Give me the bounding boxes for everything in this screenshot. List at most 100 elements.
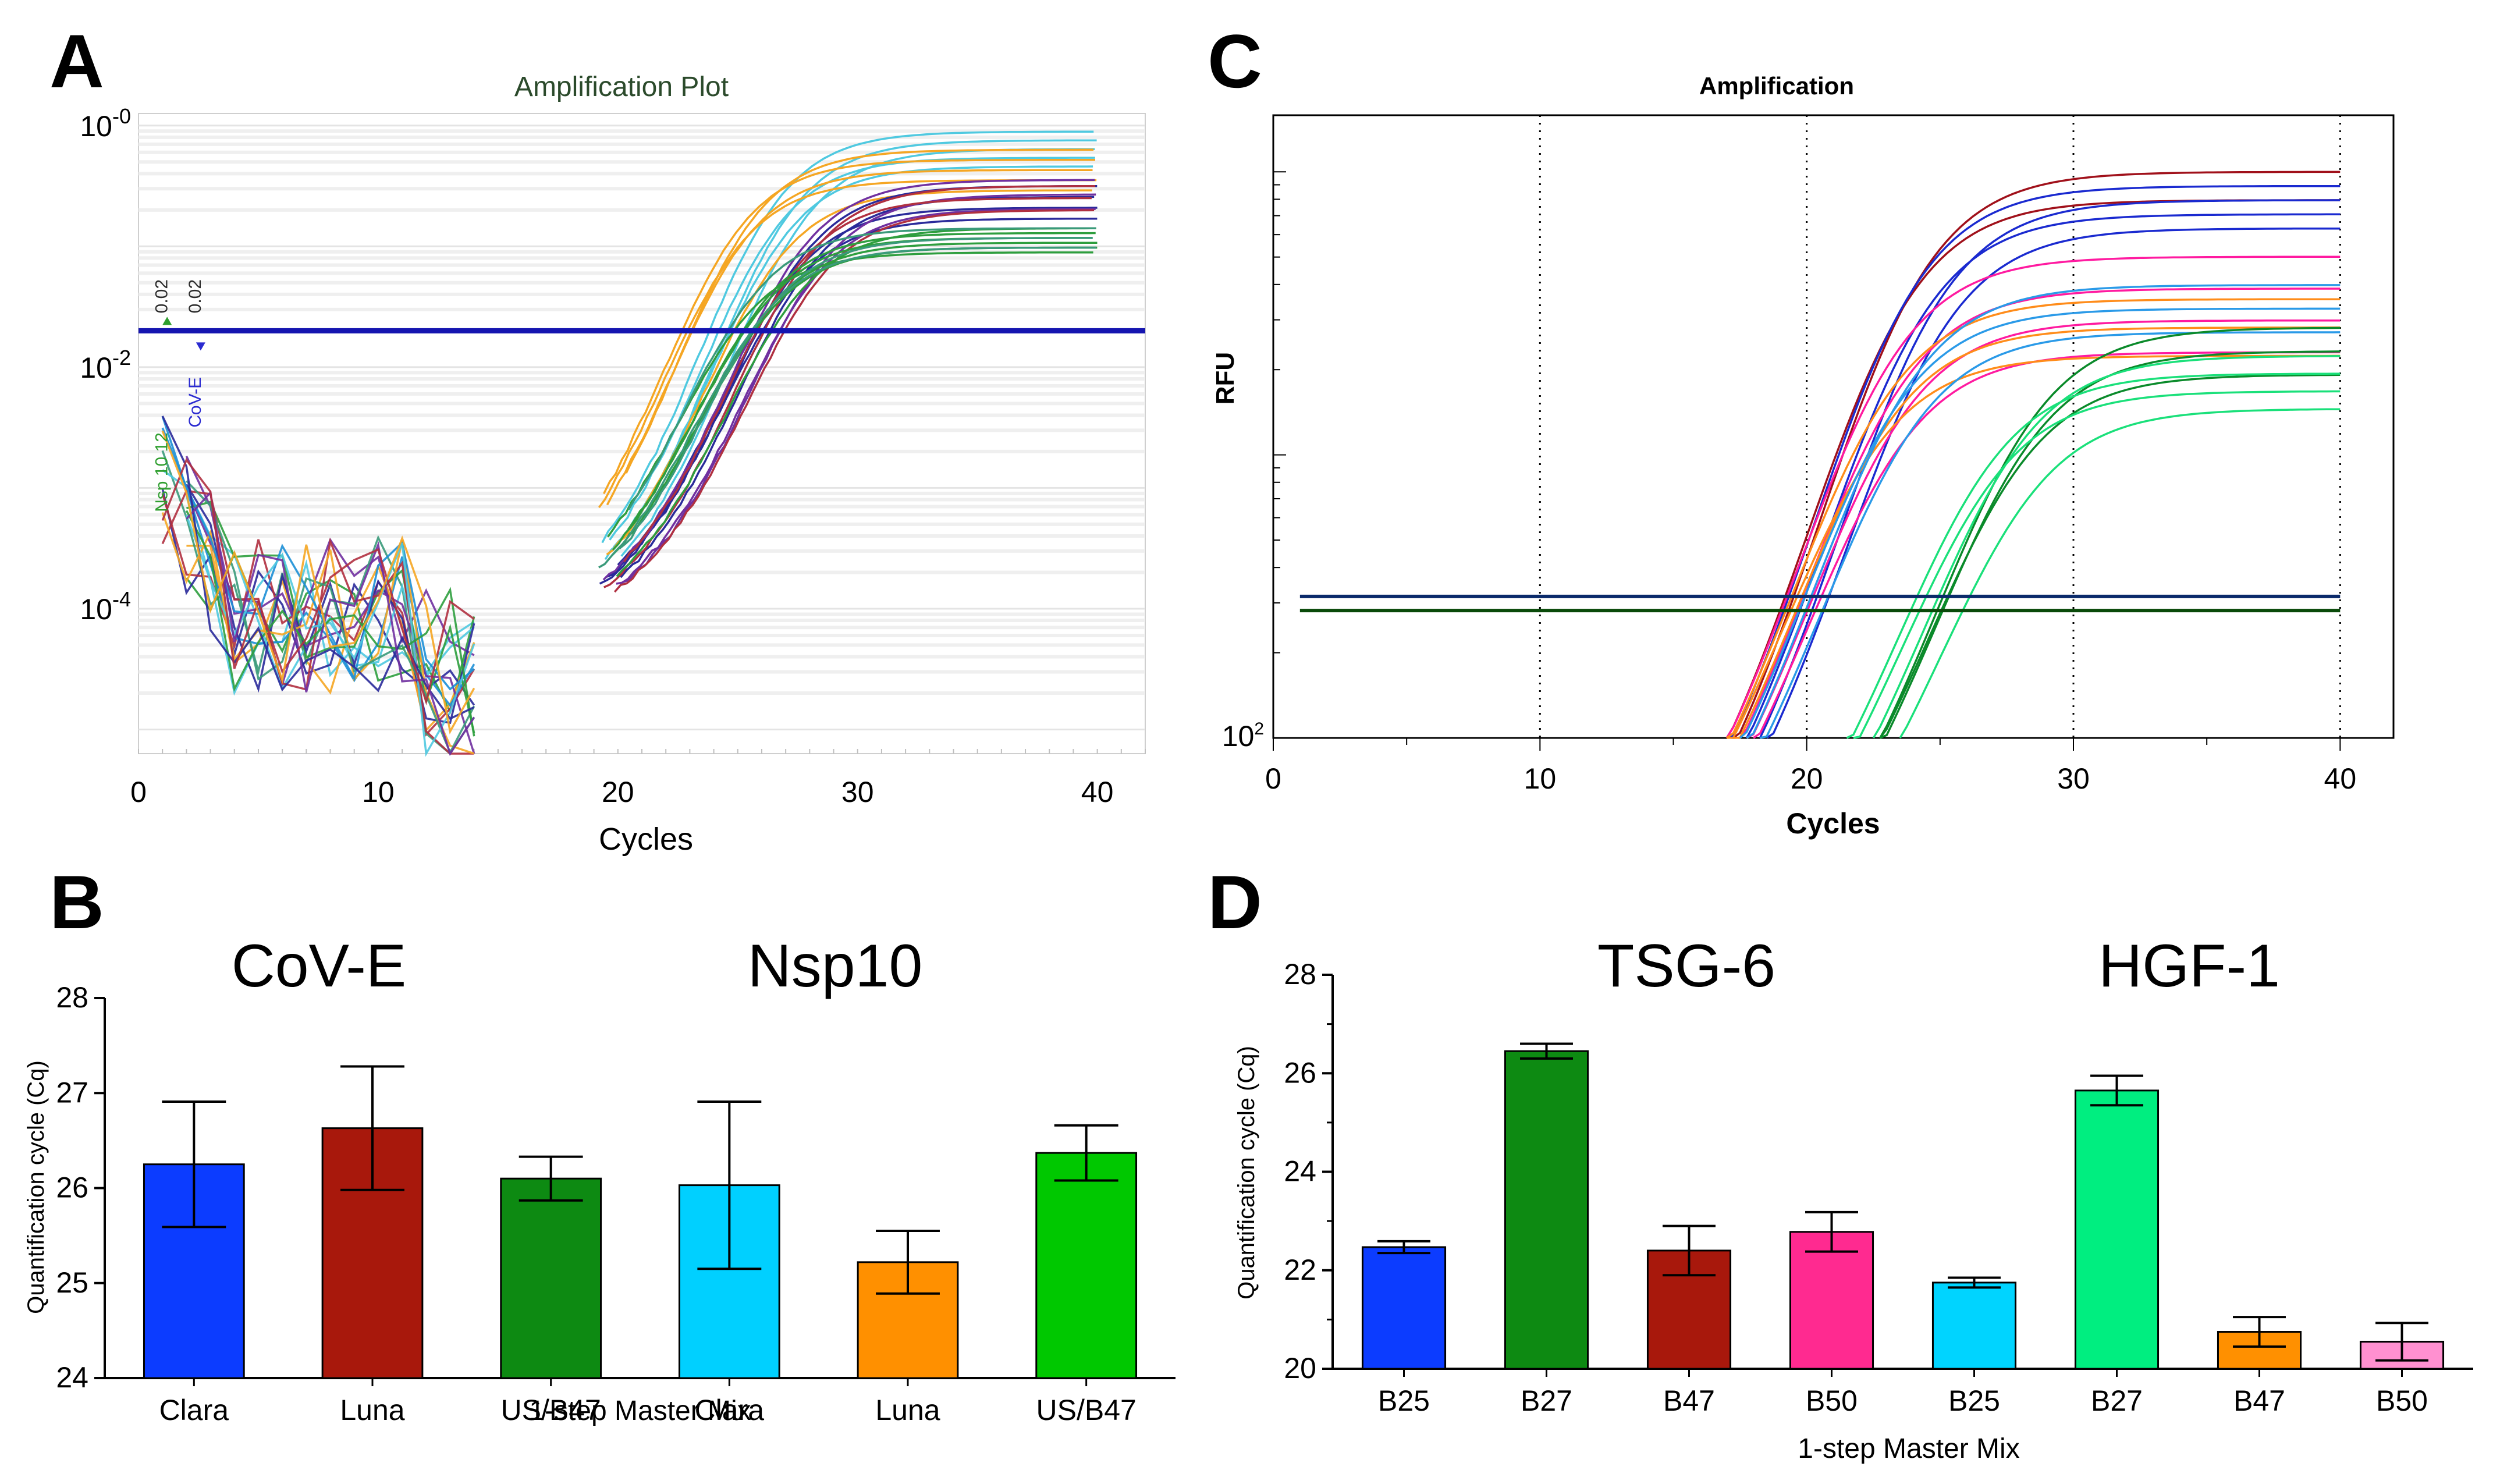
- x-tick-label: 20: [1791, 762, 1823, 795]
- panel-a-x-label: Cycles: [599, 822, 693, 857]
- noise-trace: [186, 480, 475, 755]
- amplification-curve-navy: [605, 217, 1098, 578]
- y-tick-label: 24: [1284, 1155, 1316, 1188]
- x-tick-label: 40: [1081, 776, 1114, 808]
- panel-c-x-label: Cycles: [1786, 807, 1880, 840]
- noise-trace: [185, 514, 475, 757]
- x-tick-label: B25: [1378, 1384, 1430, 1417]
- amplification-curve-magenta: [1739, 287, 2341, 739]
- amplification-curve-purple: [622, 193, 1096, 583]
- y-tick-label: 28: [56, 981, 88, 1014]
- x-tick-label: 0: [130, 776, 147, 808]
- y-tick-label: 102: [1222, 719, 1264, 752]
- panel-d-error-bars: [1377, 1042, 2428, 1362]
- amplification-curve-orange: [603, 158, 1095, 495]
- annotation-arrow-nsp10: [162, 317, 172, 325]
- panel-c-x-ticks: 0 10 20 30 40: [1265, 738, 2356, 795]
- amplification-curve-magenta: [1746, 319, 2341, 739]
- x-tick-label: B25: [1948, 1384, 2000, 1417]
- y-tick-label: 26: [1284, 1056, 1316, 1089]
- y-tick-base: 10: [80, 110, 112, 143]
- x-tick-label: Luna: [340, 1394, 404, 1426]
- x-tick-label: B27: [1521, 1384, 1572, 1417]
- amplification-curve-darkgreen: [1879, 374, 2341, 739]
- panel-letter-c: C: [1208, 19, 1262, 104]
- y-tick-label: 10-2: [80, 346, 131, 384]
- noise-trace: [161, 427, 475, 691]
- y-tick-label: 25: [56, 1266, 88, 1299]
- panel-a-curves: [598, 130, 1098, 593]
- bar-b50-3: [1789, 1231, 1874, 1370]
- panel-b-group-label-nsp10: Nsp10: [748, 932, 923, 1000]
- panel-b-y-ticks: 24 25 26 27 28: [56, 981, 105, 1394]
- panel-a-annotations: 0.02 0.02 Nsp 10 12 CoV-E: [152, 279, 205, 512]
- y-tick-label: 22: [1284, 1254, 1316, 1286]
- annotation-arrow-cove: [196, 342, 205, 351]
- panel-c-amplification: Amplification 0 10 20 30 40 102 Cycles RFU: [1211, 72, 2395, 840]
- amplification-curve-skyblue: [1746, 284, 2341, 739]
- y-tick-base: 10: [80, 352, 112, 384]
- amplification-curve-cyan: [609, 157, 1095, 541]
- amplification-curve-lightgreen: [1899, 408, 2341, 739]
- panel-c-y-ticks: 102: [1222, 171, 1286, 752]
- y-tick-label: 24: [56, 1361, 88, 1394]
- y-tick-exponent: 2: [1254, 719, 1264, 739]
- x-tick-label: B50: [1806, 1384, 1858, 1417]
- panel-c-plot-area: [1272, 114, 2395, 739]
- amplification-curve-darkred: [623, 197, 1092, 563]
- amplification-curve-orange: [1733, 326, 2341, 739]
- amplification-curve-orange: [1727, 354, 2341, 739]
- amplification-curve-purple: [616, 208, 1096, 585]
- panel-d-axes: [1331, 975, 2473, 1370]
- amplification-curve-lightgreen: [1846, 372, 2341, 739]
- noise-trace: [185, 484, 475, 725]
- y-tick-base: 10: [1222, 720, 1255, 752]
- amplification-curve-cyan: [601, 130, 1094, 544]
- x-tick-label: Luna: [875, 1394, 940, 1426]
- y-tick-exponent: -4: [112, 587, 131, 611]
- panel-b-axes: [104, 998, 1176, 1379]
- y-tick-label: 20: [1284, 1352, 1316, 1384]
- amplification-curve-cyan: [612, 165, 1093, 548]
- noise-trace: [161, 512, 475, 755]
- y-tick-label: 10-0: [80, 104, 131, 143]
- x-tick-label: 10: [362, 776, 395, 808]
- annotation-threshold-cove: 0.02: [186, 279, 205, 313]
- noise-trace: [161, 416, 475, 720]
- amplification-curve-magenta: [1725, 255, 2341, 739]
- x-tick-label: US/B47: [501, 1394, 601, 1426]
- panel-b-y-label: Quantification cycle (Cq): [23, 1060, 49, 1314]
- amplification-curve-orange: [625, 148, 1094, 474]
- amplification-curve-purple: [602, 179, 1095, 581]
- panel-d-y-label: Quantification cycle (Cq): [1234, 1046, 1259, 1300]
- panel-letter-d: D: [1208, 860, 1262, 945]
- bar-b25-0: [1361, 1246, 1447, 1370]
- panel-c-curves: [1725, 171, 2341, 739]
- panel-b-bars: [143, 1127, 1138, 1379]
- panel-letter-b: B: [49, 860, 104, 945]
- panel-d-group-label-hgf1: HGF-1: [2098, 932, 2280, 1000]
- x-tick-label: 10: [1524, 762, 1557, 795]
- x-tick-label: B47: [1663, 1384, 1715, 1417]
- x-tick-label: 30: [2057, 762, 2090, 795]
- panel-a-x-ticks: 0 10 20 30 40: [130, 776, 1113, 808]
- noise-trace: [161, 430, 475, 734]
- panel-b-bar-chart: CoV-E Nsp10 Clara Luna US/B47 Clara Luna US/B…: [23, 932, 1176, 1426]
- noise-trace: [185, 510, 475, 737]
- x-tick-label: Clara: [695, 1394, 765, 1426]
- panel-a-y-ticks: 10-010-210-4: [80, 104, 131, 626]
- panel-c-title: Amplification: [1699, 72, 1854, 100]
- amplification-curve-teal: [627, 227, 1096, 510]
- y-tick-label: 10-4: [80, 587, 131, 626]
- bar-b27-1: [1504, 1050, 1589, 1370]
- x-tick-label: US/B47: [1036, 1394, 1137, 1426]
- noise-trace: [161, 457, 475, 705]
- x-tick-label: 30: [841, 776, 874, 808]
- amplification-curve-blue: [1726, 184, 2341, 739]
- panel-c-y-label: RFU: [1211, 352, 1240, 404]
- panel-a-title: Amplification Plot: [514, 72, 729, 102]
- bar-usb47-5: [1035, 1152, 1138, 1379]
- y-tick-exponent: -2: [112, 346, 131, 370]
- amplification-curve-teal: [598, 246, 1096, 569]
